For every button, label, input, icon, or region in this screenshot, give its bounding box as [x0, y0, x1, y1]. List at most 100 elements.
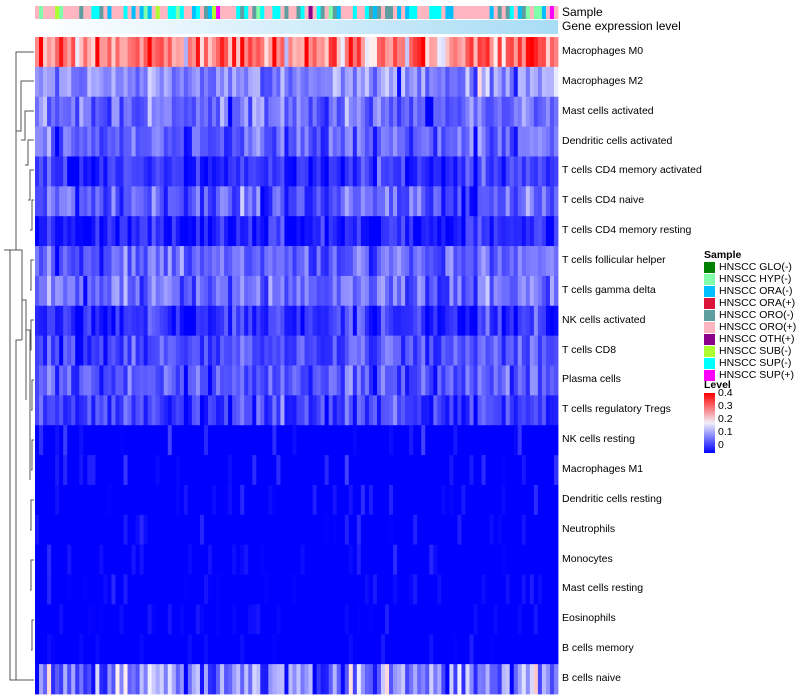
heatmap-cell [143, 604, 149, 635]
heatmap-cell [501, 395, 507, 426]
heatmap-cell [372, 604, 378, 635]
heatmap-cell [360, 634, 366, 665]
heatmap-cell [171, 275, 177, 307]
heatmap-cell [352, 126, 358, 157]
heatmap-cell [288, 395, 293, 426]
heatmap-cell [481, 395, 486, 426]
heatmap-cell [175, 66, 181, 98]
heatmap-cell [71, 544, 76, 575]
heatmap-cell [425, 186, 430, 217]
heatmap-cell [99, 395, 104, 426]
heatmap-cell [344, 604, 350, 635]
heatmap-cell [183, 484, 189, 516]
heatmap-cell [191, 395, 197, 426]
heatmap-cell [469, 365, 474, 396]
heatmap-cell [417, 186, 422, 217]
heatmap-cell [191, 664, 197, 695]
heatmap-cell [529, 216, 535, 247]
heatmap-cell [151, 126, 157, 157]
heatmap-cell [421, 66, 426, 98]
heatmap-cell [199, 216, 205, 247]
heatmap-cell [131, 275, 136, 307]
heatmap-cell [425, 425, 430, 456]
heatmap-cell [187, 395, 193, 426]
heatmap-cell [288, 335, 293, 366]
heatmap-cell [119, 305, 124, 337]
heatmap-cell [376, 425, 382, 456]
heatmap-cell [99, 246, 104, 277]
heatmap-cell [501, 544, 507, 575]
sample-annotation-cell [413, 6, 418, 19]
heatmap-cell [553, 544, 559, 575]
heatmap-cell [497, 335, 503, 366]
heatmap-cell [316, 484, 322, 516]
heatmap-cell [236, 96, 241, 127]
heatmap-cell [352, 544, 358, 575]
heatmap-cell [497, 514, 503, 546]
heatmap-cell [147, 37, 153, 68]
heatmap-cell [509, 246, 515, 277]
heatmap-cell [264, 305, 269, 337]
heatmap-cell [143, 634, 149, 665]
heatmap-cell [393, 455, 398, 486]
heatmap-cell [376, 365, 382, 396]
heatmap-cell [328, 664, 334, 695]
heatmap-cell [39, 634, 44, 665]
heatmap-cell [549, 246, 555, 277]
heatmap-cell [288, 604, 293, 635]
heatmap-cell [328, 634, 334, 665]
heatmap-cell [280, 574, 285, 605]
heatmap-cell [449, 156, 454, 187]
heatmap-cell [163, 305, 169, 337]
heatmap-cell [236, 604, 241, 635]
heatmap-cell [473, 96, 478, 127]
gene-expression-annotation-bar [35, 20, 558, 34]
sample-annotation-cell [545, 6, 551, 19]
sample-annotation-cell [389, 6, 394, 19]
heatmap-cell [167, 484, 173, 516]
heatmap-cell [433, 484, 438, 516]
heatmap-cell [288, 305, 293, 337]
heatmap-cell [207, 246, 213, 277]
heatmap-cell [437, 455, 442, 486]
sample-annotation-cell [505, 6, 511, 19]
heatmap-cell [127, 66, 132, 98]
heatmap-cell [147, 365, 153, 396]
heatmap-cell [477, 514, 482, 546]
heatmap-cell [505, 275, 511, 307]
heatmap-cell [545, 96, 551, 127]
sample-annotation-cell [111, 6, 116, 19]
heatmap-cell [360, 246, 366, 277]
heatmap-cell [59, 37, 64, 68]
heatmap-cell [135, 305, 140, 337]
heatmap-cell [199, 305, 205, 337]
heatmap-cell [489, 96, 495, 127]
heatmap-cell [199, 365, 205, 396]
heatmap-cell [171, 484, 177, 516]
heatmap-cell [216, 96, 221, 127]
heatmap-cell [385, 275, 390, 307]
heatmap-cell [292, 96, 297, 127]
heatmap-cell [417, 216, 422, 247]
heatmap-cell [47, 395, 52, 426]
heatmap-cell [43, 604, 48, 635]
heatmap-cell [296, 544, 301, 575]
heatmap-cell [352, 335, 358, 366]
heatmap-cell [553, 604, 559, 635]
heatmap-cell [195, 246, 201, 277]
heatmap-cell [469, 96, 474, 127]
heatmap-cell [220, 484, 225, 516]
heatmap-cell [199, 395, 205, 426]
row-label: T cells CD4 memory resting [562, 224, 692, 237]
heatmap-cell [212, 484, 217, 516]
heatmap-cell [232, 186, 237, 217]
heatmap-cell [183, 186, 189, 217]
heatmap-cell [199, 425, 205, 456]
heatmap-cell [477, 305, 482, 337]
heatmap-cell [167, 365, 173, 396]
heatmap-cell [505, 37, 511, 68]
heatmap-cell [175, 156, 181, 187]
heatmap-cell [268, 634, 273, 665]
heatmap-cell [417, 126, 422, 157]
heatmap-cell [71, 156, 76, 187]
